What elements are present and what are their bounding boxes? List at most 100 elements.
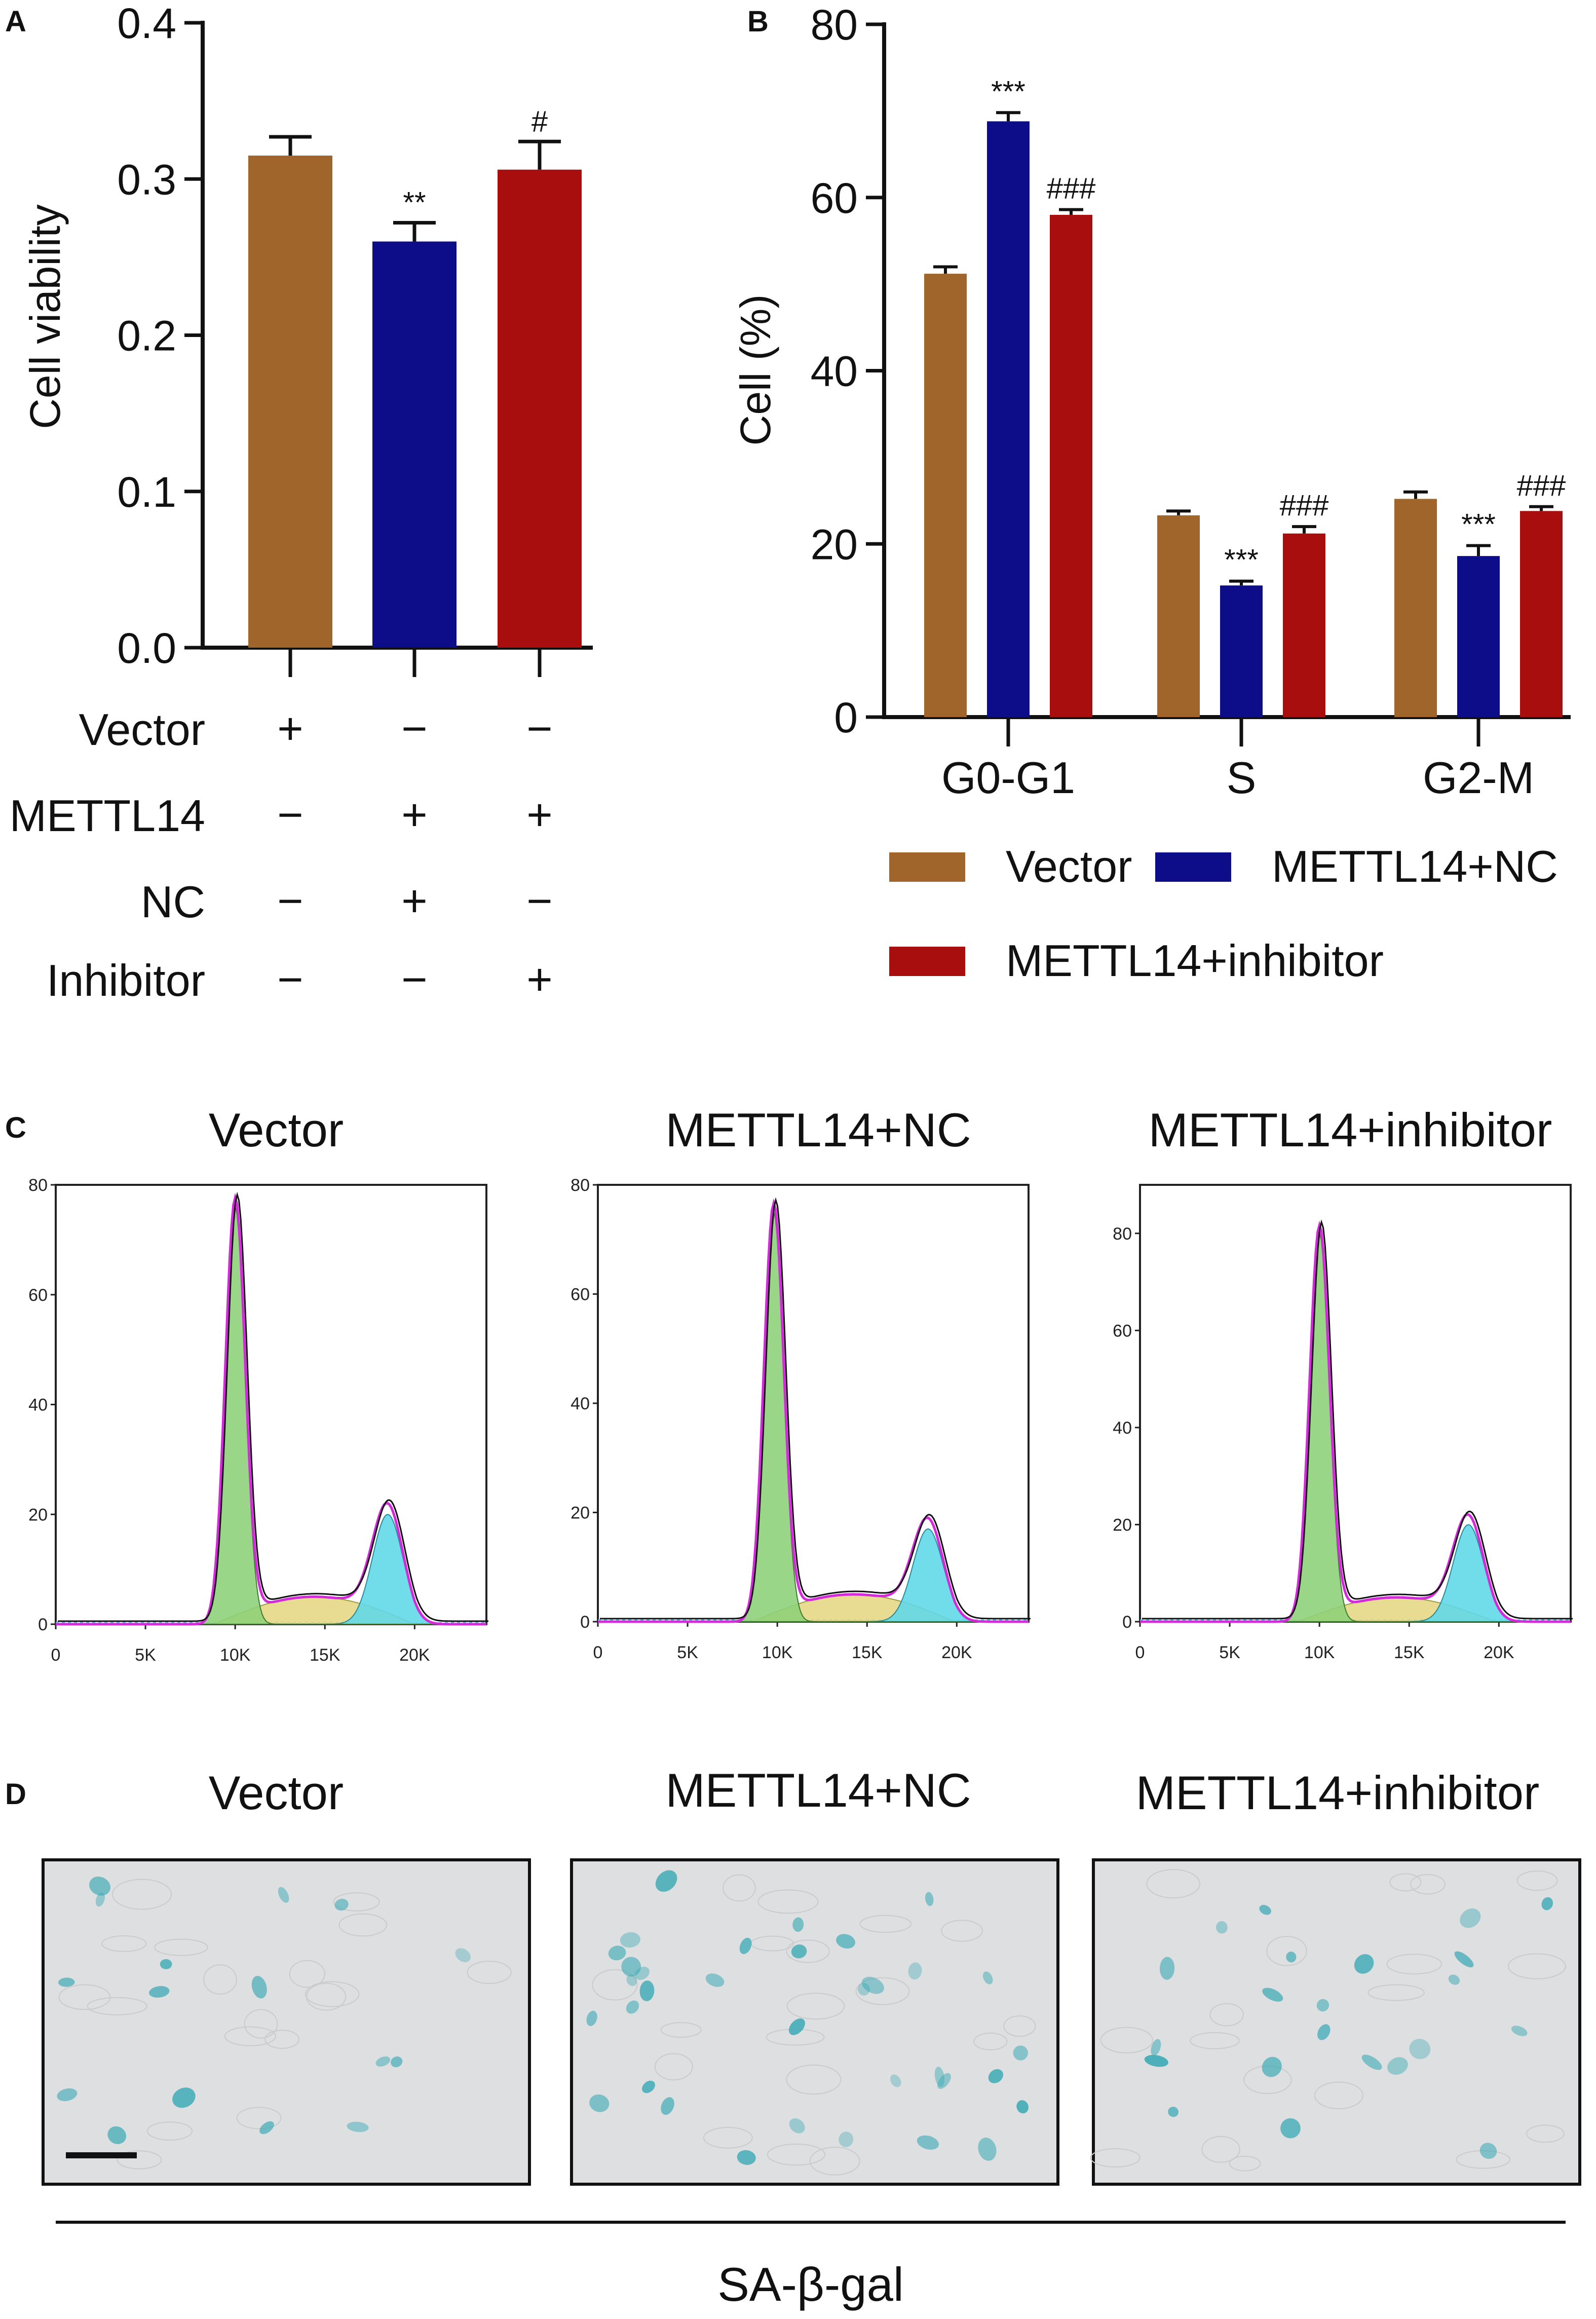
panel-c-y-tick-label: 20	[571, 1504, 590, 1523]
panel-d-cell-outline	[264, 2030, 300, 2049]
panel-d-stained-cell	[375, 2056, 391, 2067]
panel-d-cell-outline	[855, 1977, 910, 2005]
panel-a-condition-sign: +	[401, 790, 427, 840]
panel-d-cell-outline	[786, 1939, 830, 1963]
panel-d-stained-cell	[1354, 1954, 1374, 1974]
panel-a-bar	[248, 156, 332, 648]
panel-b-chart: Cell (%) 0 20 40 60 80 G0-G1 *** ### S *** ### G2-M…	[732, 1, 1571, 803]
panel-a-condition-label: NC	[141, 877, 205, 927]
panel-a-significance: #	[531, 105, 548, 138]
panel-c-x-tick-label: 20K	[1484, 1643, 1514, 1662]
panel-d-stained-cell	[1151, 2039, 1161, 2056]
panel-d-image-frame	[42, 1858, 531, 2186]
panel-d-stained-cell	[978, 2138, 997, 2161]
panel-d-cell-outline	[767, 2143, 825, 2166]
panel-b-bar	[987, 121, 1030, 717]
panel-b-y-tick-label: 0	[834, 694, 858, 741]
panel-c-data-line	[600, 1197, 1031, 1620]
legend-label: METTL14+NC	[1272, 841, 1558, 891]
panel-c-y-tick-label: 20	[28, 1505, 48, 1524]
panel-a-condition-label: Inhibitor	[47, 955, 205, 1005]
panel-d-caption: SA-β-gal	[717, 2258, 904, 2311]
panel-c-g1-phase-area	[1140, 1231, 1571, 1622]
panel-c-x-tick-label: 10K	[762, 1643, 793, 1662]
panel-d-cell-outline	[592, 1969, 638, 2001]
panel-a-condition-sign: −	[277, 876, 303, 926]
panel-c-x-tick-label: 5K	[135, 1645, 156, 1665]
panel-d-stained-cell	[1168, 2107, 1179, 2117]
panel-d-stained-cell	[908, 1962, 922, 1980]
panel-b-bar	[1283, 533, 1325, 717]
panel-d-cell-outline	[1410, 1874, 1446, 1895]
legend-label: METTL14+inhibitor	[1006, 936, 1384, 986]
panel-d-cell-outline	[289, 1960, 326, 1988]
panel-label-d: D	[5, 1778, 26, 1811]
panel-d-cell-outline	[941, 1920, 983, 1942]
panel-d-stained-cell	[1013, 2045, 1028, 2061]
panel-d-cell-outline	[723, 1874, 756, 1902]
legend-swatch	[889, 947, 965, 976]
panel-b-bar	[1220, 585, 1263, 717]
panel-a-y-tick-label: 0.2	[117, 312, 176, 360]
panel-c-y-tick-label: 60	[571, 1285, 590, 1304]
panel-c-y-tick-label: 0	[1122, 1613, 1132, 1632]
panel-d-stained-cell	[1448, 1974, 1460, 1985]
panel-c-y-tick-label: 60	[28, 1286, 48, 1305]
panel-d-stained-cell	[839, 2131, 854, 2147]
panel-b-significance: ***	[991, 75, 1025, 108]
panel-d-stained-cell	[172, 2087, 196, 2108]
panel-b-bar	[1520, 511, 1563, 717]
panel-b-bar	[924, 274, 967, 717]
panel-a-condition-sign: +	[526, 790, 552, 840]
panel-d-cell-outline	[305, 1981, 360, 2007]
legend-swatch	[1155, 852, 1231, 882]
panel-d-title: Vector	[209, 1766, 344, 1819]
panel-c-frame	[597, 1184, 1030, 1623]
panel-d-stained-cell	[58, 1977, 75, 1987]
panel-c-x-tick-label: 15K	[310, 1645, 340, 1665]
panel-d-cell-outline	[1266, 1936, 1307, 1966]
panel-d-cell-outline	[1516, 1870, 1558, 1891]
panel-d-cell-outline	[146, 2121, 193, 2141]
panel-d-stained-cell	[634, 1966, 650, 1980]
panel-d-stained-cell	[149, 1986, 170, 1998]
panel-d-cell-outline	[1314, 2081, 1363, 2110]
panel-d-image-frame	[570, 1858, 1059, 2186]
panel-a-condition-sign: +	[526, 954, 552, 1004]
panel-d-cell-outline	[1146, 1869, 1201, 1899]
panel-c-g1-phase-area	[56, 1205, 486, 1625]
panel-d-cell-outline	[786, 2064, 842, 2095]
panel-d-stained-cell	[739, 1937, 752, 1954]
panel-b-significance: ***	[1224, 544, 1259, 577]
panel-b-x-tick-label: G2-M	[1423, 753, 1534, 803]
panel-a-condition-sign: −	[526, 876, 552, 926]
panel-d-stained-cell	[259, 2121, 274, 2135]
panel-a-condition-label: METTL14	[10, 791, 205, 841]
panel-a-condition-sign: −	[526, 703, 552, 754]
panel-a-bar	[372, 241, 457, 648]
panel-a-condition-sign: +	[401, 876, 427, 926]
panel-c-data-line	[1142, 1219, 1573, 1620]
panel-d-stained-cell	[1262, 1988, 1283, 2002]
panel-d-stained-cell	[1316, 1999, 1329, 2012]
panel-d-stained-cell	[160, 1959, 172, 1969]
panel-a-y-tick-label: 0.4	[117, 0, 176, 47]
panel-d-stained-cell	[626, 2000, 639, 2014]
panel-c-y-tick-label: 40	[28, 1396, 48, 1415]
panel-d-stained-cell	[917, 2135, 939, 2150]
panel-a-y-tick-label: 0.0	[117, 624, 176, 672]
panel-b-bar	[1394, 499, 1437, 717]
panel-d-stained-cell	[1409, 2039, 1431, 2060]
panel-d-stained-cell	[1216, 1921, 1228, 1934]
panel-d-cell-outline	[654, 2053, 693, 2081]
panel-d-stained-cell	[890, 2074, 901, 2087]
panel-b-ylabel: Cell (%)	[732, 294, 779, 446]
panel-b-y-tick-label: 20	[811, 520, 858, 568]
panel-d-stained-cell	[861, 1976, 884, 1994]
panel-d-stained-cell	[589, 2094, 610, 2112]
panel-d-stained-cell	[621, 1957, 641, 1977]
panel-b-x-tick-label: G0-G1	[941, 753, 1075, 803]
panel-d-stained-cell	[455, 1948, 471, 1962]
panel-d-cell-outline	[786, 1993, 845, 2020]
panel-d-stained-cell	[925, 1892, 934, 1906]
